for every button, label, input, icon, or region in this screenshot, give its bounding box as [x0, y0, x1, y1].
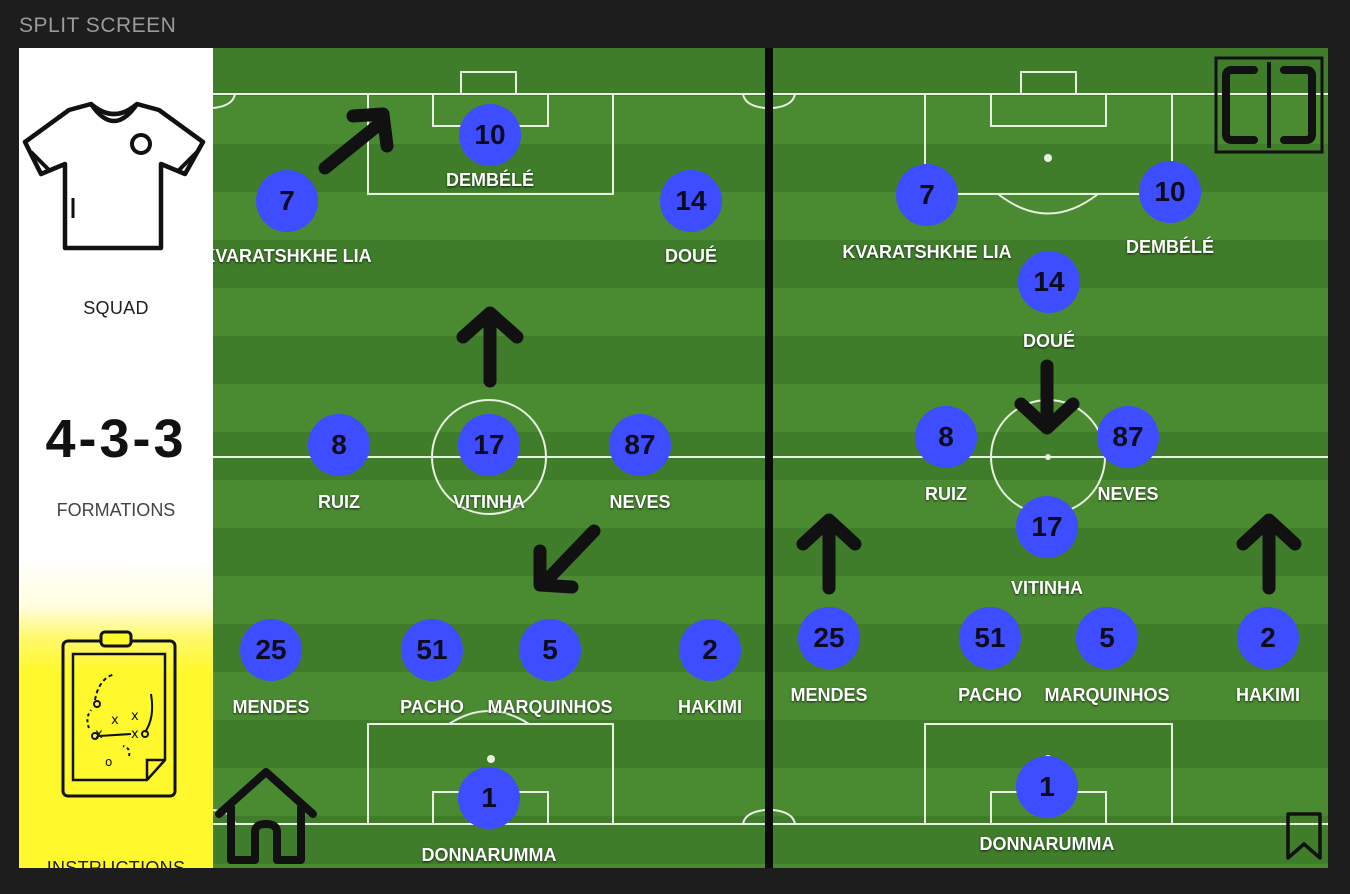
player-token[interactable]: 8 RUIZ — [274, 414, 404, 514]
svg-text:o: o — [105, 755, 112, 769]
player-token[interactable]: 5 MARQUINHOS — [1042, 607, 1172, 707]
player-token[interactable]: 1 DONNARUMMA — [389, 767, 589, 867]
player-name: RUIZ — [318, 492, 360, 512]
player-name: NEVES — [1097, 484, 1159, 504]
player-number: 5 — [1076, 607, 1138, 669]
player-token[interactable]: 2 HAKIMI — [645, 619, 765, 719]
formations-button[interactable]: 4-3-3 FORMATIONS — [19, 408, 213, 521]
forward-arrow-icon — [318, 107, 394, 175]
tactics-clipboard-icon: o x x x x — [61, 630, 177, 798]
player-token[interactable]: 10 DEMBÉLÉ — [425, 104, 555, 192]
player-name: KVARATSHKHE LIA — [213, 246, 372, 266]
player-number: 10 — [459, 104, 521, 166]
player-number: 2 — [679, 619, 741, 681]
player-number: 7 — [896, 164, 958, 226]
svg-text:x: x — [131, 709, 139, 724]
player-number: 87 — [1097, 406, 1159, 468]
player-name: DEMBÉLÉ — [1125, 237, 1214, 257]
player-name: HAKIMI — [1236, 685, 1300, 705]
player-number: 17 — [458, 414, 520, 476]
formation-value: 4-3-3 — [45, 409, 187, 469]
up-arrow-icon — [796, 513, 862, 595]
instructions-button[interactable]: o x x x x INSTRUCTIONS — [19, 628, 213, 878]
player-name: MARQUINHOS — [1044, 685, 1170, 705]
player-token[interactable]: 87 NEVES — [575, 414, 705, 514]
player-name: DOUÉ — [1022, 331, 1075, 351]
player-token[interactable]: 51 PACHO — [367, 619, 497, 719]
player-token[interactable]: 87 NEVES — [1063, 406, 1193, 506]
player-name: RUIZ — [925, 484, 967, 504]
squad-label: SQUAD — [83, 298, 149, 318]
player-token[interactable]: 8 RUIZ — [881, 406, 1011, 506]
player-number: 25 — [240, 619, 302, 681]
player-number: 51 — [401, 619, 463, 681]
player-name: HAKIMI — [678, 697, 742, 717]
right-pitch: 7 KVARATSHKHE LIA 10 DEMBÉLÉ 14 DOUÉ 8 R… — [773, 48, 1328, 868]
down-left-arrow-icon — [533, 524, 601, 594]
player-name: DEMBÉLÉ — [445, 170, 534, 190]
player-name: DOUÉ — [664, 246, 717, 266]
player-name: DONNARUMMA — [421, 845, 557, 865]
player-number: 5 — [519, 619, 581, 681]
player-name: NEVES — [609, 492, 671, 512]
player-token[interactable]: 14 DOUÉ — [984, 251, 1114, 353]
player-number: 10 — [1139, 161, 1201, 223]
player-number: 8 — [915, 406, 977, 468]
player-token[interactable]: 1 DONNARUMMA — [947, 756, 1147, 856]
bookmark-icon[interactable] — [1284, 810, 1324, 862]
split-screen-icon[interactable] — [1214, 56, 1324, 154]
player-token[interactable]: 25 MENDES — [773, 607, 894, 707]
player-name: MARQUINHOS — [487, 697, 613, 717]
player-number: 25 — [798, 607, 860, 669]
player-token[interactable]: 5 MARQUINHOS — [485, 619, 615, 719]
player-number: 1 — [458, 767, 520, 829]
left-pitch: 10 DEMBÉLÉ 7 KVARATSHKHE LIA 14 DOUÉ 8 R… — [213, 48, 765, 868]
svg-text:x: x — [131, 727, 139, 742]
split-divider — [765, 48, 773, 868]
player-name: PACHO — [958, 685, 1022, 705]
svg-text:x: x — [95, 727, 103, 742]
svg-text:x: x — [111, 713, 119, 728]
player-token[interactable]: 17 VITINHA — [982, 496, 1112, 600]
player-name: PACHO — [400, 697, 464, 717]
player-token[interactable]: 7 KVARATSHKHE LIA — [842, 164, 1012, 264]
player-token[interactable]: 25 MENDES — [213, 619, 336, 719]
player-name: DONNARUMMA — [979, 834, 1115, 854]
player-token[interactable]: 2 HAKIMI — [1203, 607, 1328, 707]
up-arrow-icon — [1236, 513, 1302, 595]
instructions-label: INSTRUCTIONS — [46, 858, 186, 878]
shirt-icon — [22, 101, 206, 251]
page-title: SPLIT SCREEN — [19, 14, 177, 37]
up-arrow-icon — [456, 306, 524, 388]
formations-label: FORMATIONS — [56, 500, 176, 520]
player-number: 7 — [256, 170, 318, 232]
player-number: 1 — [1016, 756, 1078, 818]
player-name: MENDES — [790, 685, 868, 705]
player-token[interactable]: 10 DEMBÉLÉ — [1105, 161, 1235, 259]
player-number: 14 — [660, 170, 722, 232]
player-number: 8 — [308, 414, 370, 476]
player-token[interactable]: 17 VITINHA — [424, 414, 554, 514]
player-number: 51 — [959, 607, 1021, 669]
player-token[interactable]: 7 KVARATSHKHE LIA — [213, 170, 372, 268]
player-name: VITINHA — [1011, 578, 1083, 598]
down-arrow-icon — [1014, 359, 1080, 435]
player-name: KVARATSHKHE LIA — [842, 242, 1012, 262]
player-number: 87 — [609, 414, 671, 476]
player-number: 14 — [1018, 251, 1080, 313]
player-token[interactable]: 14 DOUÉ — [626, 170, 756, 268]
squad-button[interactable]: SQUAD — [19, 48, 213, 338]
home-icon[interactable] — [213, 766, 319, 866]
player-token[interactable]: 51 PACHO — [925, 607, 1055, 707]
player-name: VITINHA — [453, 492, 525, 512]
player-number: 2 — [1237, 607, 1299, 669]
player-name: MENDES — [232, 697, 310, 717]
player-number: 17 — [1016, 496, 1078, 558]
sidebar: SQUAD 4-3-3 FORMATIONS o x x x x INSTRUC… — [19, 48, 213, 878]
